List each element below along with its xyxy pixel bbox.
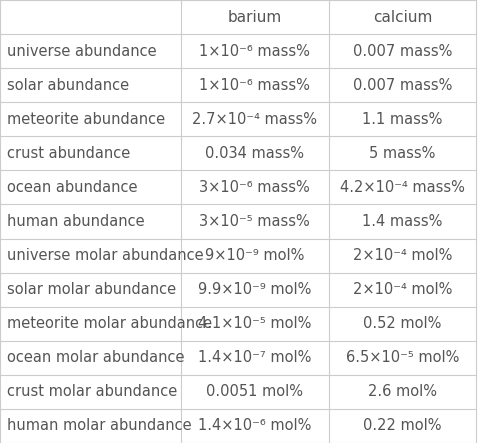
Text: 1×10⁻⁶ mass%: 1×10⁻⁶ mass% [199, 78, 310, 93]
Text: 0.0051 mol%: 0.0051 mol% [206, 385, 303, 400]
Text: 6.5×10⁻⁵ mol%: 6.5×10⁻⁵ mol% [345, 350, 458, 365]
Text: 0.007 mass%: 0.007 mass% [352, 43, 451, 58]
Text: 1.4×10⁻⁷ mol%: 1.4×10⁻⁷ mol% [198, 350, 311, 365]
Text: solar abundance: solar abundance [7, 78, 129, 93]
Text: 4.1×10⁻⁵ mol%: 4.1×10⁻⁵ mol% [198, 316, 311, 331]
Text: 1×10⁻⁶ mass%: 1×10⁻⁶ mass% [199, 43, 310, 58]
Text: human abundance: human abundance [7, 214, 144, 229]
Text: human molar abundance: human molar abundance [7, 419, 192, 433]
Text: barium: barium [227, 10, 281, 24]
Text: meteorite abundance: meteorite abundance [7, 112, 165, 127]
Text: 0.034 mass%: 0.034 mass% [205, 146, 304, 161]
Text: 1.4 mass%: 1.4 mass% [361, 214, 442, 229]
Text: universe molar abundance: universe molar abundance [7, 248, 204, 263]
Text: 9.9×10⁻⁹ mol%: 9.9×10⁻⁹ mol% [198, 282, 311, 297]
Text: 1.1 mass%: 1.1 mass% [361, 112, 442, 127]
Text: 3×10⁻⁶ mass%: 3×10⁻⁶ mass% [199, 180, 310, 195]
Text: universe abundance: universe abundance [7, 43, 156, 58]
Text: 2×10⁻⁴ mol%: 2×10⁻⁴ mol% [352, 282, 451, 297]
Text: 9×10⁻⁹ mol%: 9×10⁻⁹ mol% [205, 248, 304, 263]
Text: calcium: calcium [372, 10, 432, 24]
Text: meteorite molar abundance: meteorite molar abundance [7, 316, 212, 331]
Text: ocean molar abundance: ocean molar abundance [7, 350, 184, 365]
Text: 5 mass%: 5 mass% [369, 146, 435, 161]
Text: 0.007 mass%: 0.007 mass% [352, 78, 451, 93]
Text: 4.2×10⁻⁴ mass%: 4.2×10⁻⁴ mass% [339, 180, 464, 195]
Text: crust abundance: crust abundance [7, 146, 130, 161]
Text: 2×10⁻⁴ mol%: 2×10⁻⁴ mol% [352, 248, 451, 263]
Text: 2.7×10⁻⁴ mass%: 2.7×10⁻⁴ mass% [192, 112, 317, 127]
Text: 0.52 mol%: 0.52 mol% [362, 316, 441, 331]
Text: 3×10⁻⁵ mass%: 3×10⁻⁵ mass% [199, 214, 310, 229]
Text: 2.6 mol%: 2.6 mol% [367, 385, 436, 400]
Text: solar molar abundance: solar molar abundance [7, 282, 176, 297]
Text: ocean abundance: ocean abundance [7, 180, 137, 195]
Text: 0.22 mol%: 0.22 mol% [362, 419, 441, 433]
Text: crust molar abundance: crust molar abundance [7, 385, 177, 400]
Text: 1.4×10⁻⁶ mol%: 1.4×10⁻⁶ mol% [198, 419, 311, 433]
